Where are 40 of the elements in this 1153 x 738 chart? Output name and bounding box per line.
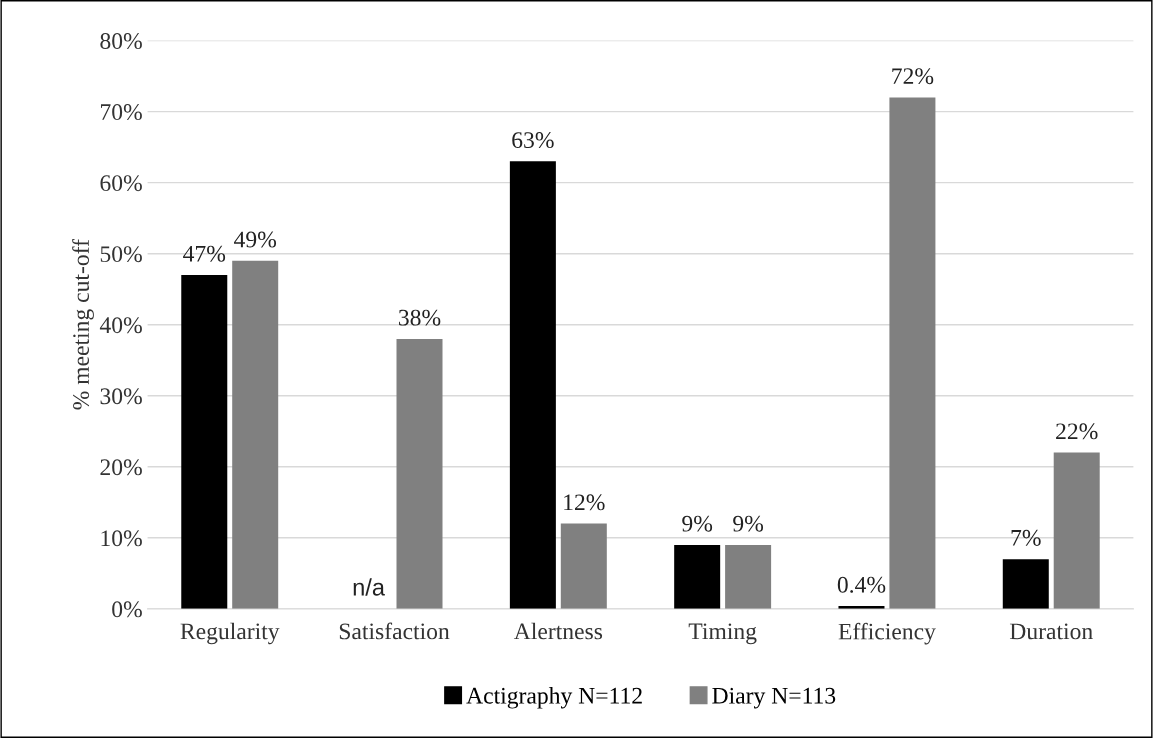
bar [396, 338, 443, 609]
data-label: 63% [512, 132, 554, 149]
x-tick-label: Alertness [513, 622, 603, 640]
bar [889, 97, 936, 609]
legend-label: Actigraphy N=112 [466, 687, 642, 709]
bar [725, 544, 772, 609]
text: n/a [353, 578, 385, 596]
bar [232, 260, 279, 609]
data-label: 0.4% [837, 576, 886, 593]
data-label: 12% [564, 494, 605, 511]
bar [1002, 559, 1049, 609]
x-tick-label: Satisfaction [339, 622, 450, 640]
y-tick-label: 80% [100, 33, 142, 50]
data-label: 47% [183, 245, 226, 262]
y-tick-label: 30% [100, 388, 142, 405]
y-tick-label: 0% [112, 601, 142, 618]
y-tick-label: 60% [100, 175, 142, 192]
data-label: 7% [1011, 529, 1041, 546]
y-tick-label: 40% [99, 317, 142, 334]
legend-label: Diary N=113 [712, 687, 836, 709]
data-label: 9% [682, 515, 713, 532]
x-tick-label: Duration [1009, 623, 1093, 640]
bar [181, 275, 228, 609]
data-label: 38% [398, 309, 441, 326]
x-tick-label: Regularity [180, 622, 280, 645]
y-axis-title: % meeting cut-off [72, 239, 94, 410]
data-label: 49% [234, 231, 277, 248]
bar [560, 523, 607, 609]
x-tick-label: Timing [688, 623, 757, 645]
bar [674, 544, 721, 609]
bar [1053, 452, 1100, 609]
data-label: 9% [733, 515, 764, 532]
y-tick-label: 50% [100, 246, 142, 263]
y-tick-label: 20% [100, 459, 142, 476]
data-label: 22% [1056, 423, 1098, 440]
bar [509, 161, 556, 609]
x-tick-label: Efficiency [838, 622, 936, 645]
y-tick-label: 70% [101, 104, 142, 121]
y-tick-label: 10% [101, 530, 142, 547]
data-label: 72% [892, 68, 934, 85]
